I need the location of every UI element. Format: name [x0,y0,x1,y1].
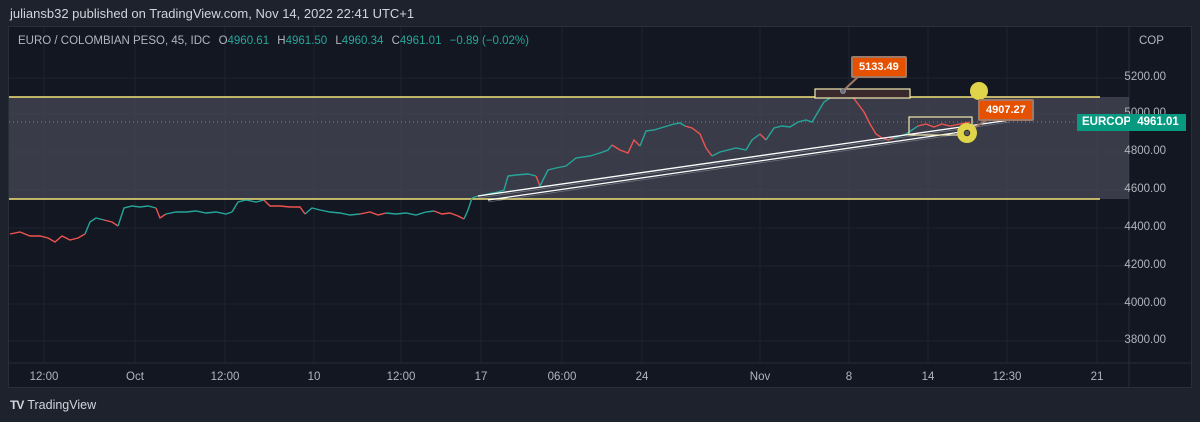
change-value: −0.89 (−0.02%) [449,35,529,47]
price-tick: 4600.00 [1124,183,1166,195]
price-tick: 3800.00 [1124,334,1166,346]
chart-frame[interactable] [8,26,1192,388]
time-tick: 24 [635,371,649,383]
publish-info: juliansb32 published on TradingView.com,… [10,6,415,21]
symbol-name: EURO / COLOMBIAN PESO, 45, IDC [18,35,211,47]
time-tick: 12:00 [29,371,59,383]
last-price-tag: 4961.01 [1130,114,1186,131]
tradingview-branding[interactable]: TV TradingView [10,398,96,412]
price-tick: 4200.00 [1124,259,1166,271]
price-tick: 4400.00 [1124,221,1166,233]
symbol-legend[interactable]: EURO / COLOMBIAN PESO, 45, IDC O4960.61 … [18,35,529,47]
low-price-callout[interactable]: 4907.27 [978,99,1034,121]
time-tick: 10 [307,371,321,383]
time-tick: 12:30 [992,371,1022,383]
time-tick: 21 [1090,371,1104,383]
time-tick: 12:00 [386,371,416,383]
marker-circle-top[interactable] [970,82,988,100]
tradingview-logo-icon: TV [10,398,24,412]
high-price-callout[interactable]: 5133.49 [851,56,907,78]
time-tick: 12:00 [210,371,240,383]
range-zone[interactable] [9,97,1129,199]
time-tick: 14 [921,371,935,383]
low-value: 4960.34 [341,35,384,47]
time-tick: Oct [126,371,144,383]
high-box[interactable] [814,88,911,99]
price-tick: 4800.00 [1124,145,1166,157]
price-series [9,90,971,243]
open-value: 4960.61 [227,35,270,47]
price-tick: 5200.00 [1124,71,1166,83]
symbol-price-tag: EURCOP [1077,114,1137,131]
brand-name: TradingView [27,398,97,412]
currency-label: COP [1139,35,1164,47]
time-tick: Nov [749,371,771,383]
time-tick: 8 [845,371,853,383]
high-value: 4961.50 [285,35,328,47]
time-tick: 17 [474,371,488,383]
close-value: 4961.01 [399,35,442,47]
time-tick: 06:00 [547,371,577,383]
price-tick: 4000.00 [1124,297,1166,309]
trendline-channel[interactable] [477,119,1011,201]
